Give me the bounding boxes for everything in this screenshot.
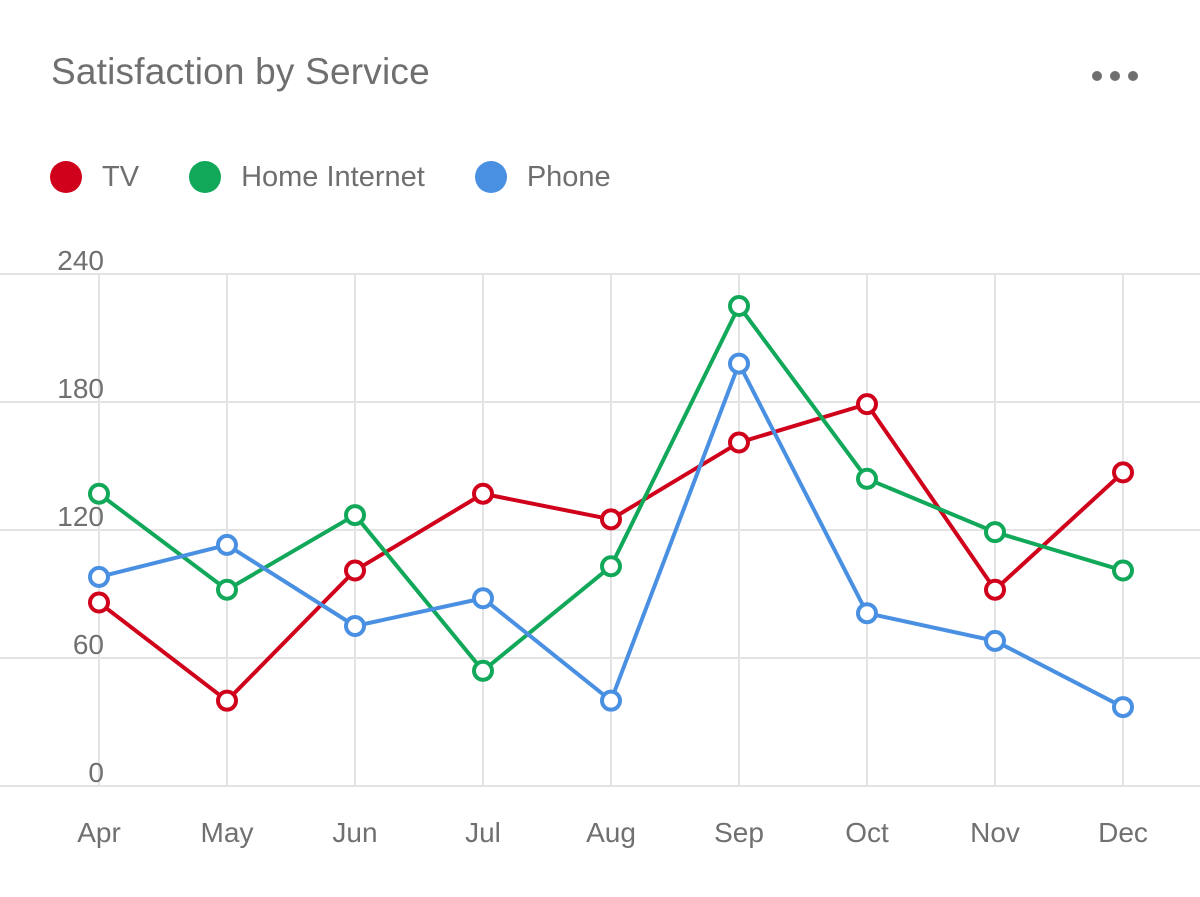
data-point-tv[interactable] (216, 689, 238, 712)
data-point-phone[interactable] (728, 352, 750, 375)
data-point-home-internet[interactable] (472, 659, 494, 682)
data-point-tv[interactable] (1112, 461, 1134, 484)
x-tick-label: Nov (970, 817, 1020, 848)
legend-swatch-tv (50, 161, 82, 193)
more-horizontal-icon (1092, 71, 1102, 81)
data-point-home-internet[interactable] (984, 521, 1006, 544)
x-tick-label: May (201, 817, 254, 848)
data-point-tv[interactable] (728, 431, 750, 454)
x-tick-label: Sep (714, 817, 764, 848)
data-point-phone[interactable] (88, 565, 110, 588)
data-point-home-internet[interactable] (600, 555, 622, 578)
data-point-phone[interactable] (472, 587, 494, 610)
data-point-tv[interactable] (856, 393, 878, 416)
data-point-phone[interactable] (344, 615, 366, 637)
legend-label-phone: Phone (526, 161, 611, 193)
legend-label-home-internet: Home Internet (241, 161, 425, 193)
data-point-phone[interactable] (216, 533, 238, 556)
data-point-home-internet[interactable] (216, 578, 238, 601)
legend-item-tv[interactable]: TV (50, 157, 139, 197)
y-tick-label: 180 (57, 373, 104, 404)
series-points (88, 295, 1134, 719)
legend-swatch-home-internet (189, 161, 222, 193)
more-dot (1110, 71, 1120, 81)
y-tick-label: 240 (57, 245, 104, 276)
x-tick-label: Oct (845, 817, 889, 848)
x-tick-label: Apr (77, 817, 121, 848)
data-point-home-internet[interactable] (728, 295, 750, 317)
y-axis: 0 60 120 180 240 (57, 245, 104, 788)
data-point-home-internet[interactable] (1112, 559, 1134, 582)
chart-legend: TV Home Internet Phone (50, 155, 661, 199)
x-tick-label: Dec (1098, 817, 1148, 848)
x-tick-label: Jul (465, 817, 501, 848)
legend-item-home-internet[interactable]: Home Internet (189, 157, 425, 197)
data-point-phone[interactable] (1112, 696, 1134, 719)
data-point-tv[interactable] (88, 591, 110, 614)
legend-swatch-phone (474, 161, 507, 193)
data-point-phone[interactable] (856, 602, 878, 625)
data-point-tv[interactable] (984, 578, 1006, 601)
data-point-home-internet[interactable] (88, 482, 110, 505)
x-axis: Apr May Jun Jul Aug Sep Oct Nov Dec (77, 817, 1148, 848)
chart-title: Satisfaction by Service (51, 51, 430, 92)
legend-item-phone[interactable]: Phone (474, 157, 611, 197)
data-point-home-internet[interactable] (344, 504, 366, 527)
y-tick-label: 60 (73, 629, 104, 660)
data-point-tv[interactable] (600, 508, 622, 531)
y-tick-label: 120 (57, 501, 104, 532)
y-tick-label: 0 (88, 757, 104, 788)
data-point-phone[interactable] (600, 689, 622, 712)
x-tick-label: Aug (586, 817, 636, 848)
data-point-tv[interactable] (344, 559, 366, 582)
chart-grid (0, 273, 1200, 787)
data-point-phone[interactable] (984, 629, 1006, 652)
x-tick-label: Jun (332, 817, 377, 848)
more-dot (1128, 71, 1138, 81)
legend-label-tv: TV (102, 161, 140, 193)
data-point-tv[interactable] (472, 482, 494, 505)
more-options-button[interactable] (1080, 56, 1150, 96)
data-point-home-internet[interactable] (856, 467, 878, 490)
